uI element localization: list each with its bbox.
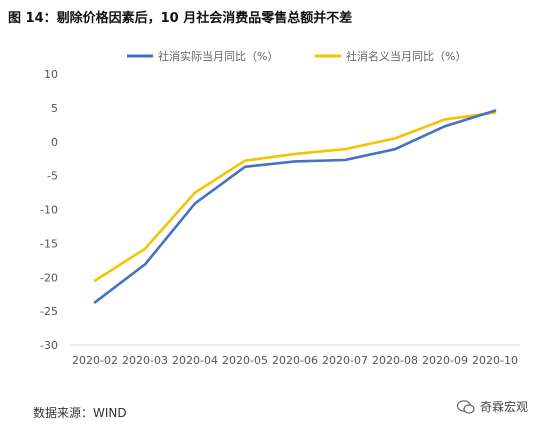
x-tick-label: 2020-10 [472, 354, 518, 367]
x-tick-label: 2020-03 [122, 354, 168, 367]
x-tick-label: 2020-09 [422, 354, 468, 367]
legend: 社消实际当月同比（%） 社消名义当月同比（%） [127, 49, 466, 63]
watermark-text: 奇霖宏观 [479, 400, 528, 414]
x-tick-label: 2020-02 [72, 354, 118, 367]
y-tick-label: -20 [40, 271, 58, 284]
x-tick-label: 2020-04 [172, 354, 218, 367]
y-tick-label: -25 [40, 305, 58, 318]
y-tick-label: 0 [51, 136, 58, 149]
series-lines [93, 109, 497, 304]
y-tick-label: -5 [47, 170, 58, 183]
x-tick-label: 2020-08 [372, 354, 418, 367]
data-source-note: 数据来源：WIND [33, 406, 127, 420]
y-axis: 10 5 0 -5 -10 -15 -20 -25 -30 [40, 68, 58, 352]
y-tick-label: 5 [51, 102, 58, 115]
x-tick-label: 2020-06 [272, 354, 318, 367]
y-tick-label: -10 [40, 204, 58, 217]
y-tick-label: -30 [40, 339, 58, 352]
wechat-icon [456, 399, 475, 414]
x-axis: 2020-02 2020-03 2020-04 2020-05 2020-06 2020-… [70, 344, 520, 367]
legend-label: 社消实际当月同比（%） [158, 49, 278, 63]
legend-label: 社消名义当月同比（%） [346, 49, 466, 63]
watermark: 奇霖宏观 [456, 398, 528, 415]
x-tick-label: 2020-07 [322, 354, 368, 367]
y-tick-label: -15 [40, 237, 58, 250]
series-line [93, 111, 497, 282]
x-tick-label: 2020-05 [222, 354, 268, 367]
y-tick-label: 10 [44, 68, 58, 81]
series-line [93, 109, 497, 304]
chart-title: 图 14：剔除价格因素后，10 月社会消费品零售总额并不差 [8, 11, 353, 26]
